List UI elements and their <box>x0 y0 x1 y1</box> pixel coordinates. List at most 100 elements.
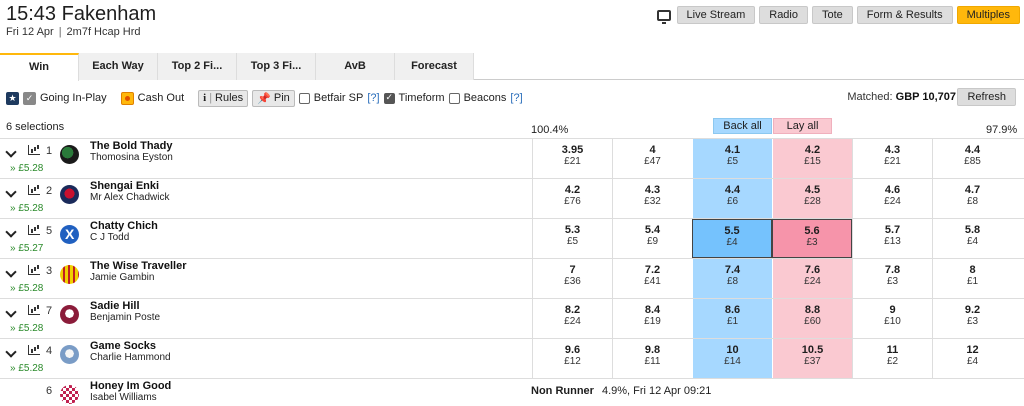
odds: 9 <box>889 304 896 316</box>
best-back-price-cell[interactable]: 8.6 £1 <box>692 299 772 338</box>
available-stake: £4 <box>726 237 738 248</box>
odds: 8.8 <box>804 304 821 316</box>
tab-forecast[interactable]: Forecast <box>395 53 474 80</box>
graph-icon[interactable] <box>28 345 40 355</box>
lay-price-3-cell[interactable]: 5.8 £4 <box>932 219 1012 258</box>
betfair-sp-checkbox[interactable] <box>298 92 310 104</box>
cash-out-label: Cash Out <box>137 92 185 104</box>
best-back-price-cell[interactable]: 10 £14 <box>692 339 772 378</box>
beacons-help-link[interactable]: [?] <box>510 92 523 104</box>
lay-price-2-cell[interactable]: 4.6 £24 <box>852 179 932 218</box>
best-lay-price-cell[interactable]: 10.5 £37 <box>772 339 852 378</box>
horse-name[interactable]: Chatty Chich <box>90 220 158 232</box>
back-price-3-cell[interactable]: 3.95 £21 <box>532 139 612 178</box>
race-date: Fri 12 Apr <box>6 26 54 38</box>
horse-name[interactable]: Sadie Hill <box>90 300 140 312</box>
odds: 10 <box>726 344 739 356</box>
horse-name[interactable]: Honey Im Good <box>90 380 172 392</box>
back-price-3-cell[interactable]: 7 £36 <box>532 259 612 298</box>
tab-avb[interactable]: AvB <box>316 53 395 80</box>
best-lay-price-cell[interactable]: 4.2 £15 <box>772 139 852 178</box>
horse-name[interactable]: Shengai Enki <box>90 180 160 192</box>
tab-top-2-finish[interactable]: Top 2 Fi... <box>158 53 237 80</box>
best-lay-price-cell[interactable]: 7.6 £24 <box>772 259 852 298</box>
back-price-2-cell[interactable]: 5.4 £9 <box>612 219 692 258</box>
graph-icon[interactable] <box>28 305 40 315</box>
back-price-2-cell[interactable]: 4 £47 <box>612 139 692 178</box>
tote-button[interactable]: Tote <box>812 6 853 24</box>
non-runner-info: 4.9%, Fri 12 Apr 09:21 <box>601 385 712 397</box>
back-all-button[interactable]: Back all <box>713 118 772 134</box>
beacons-label: Beacons <box>463 92 507 104</box>
back-price-3-cell[interactable]: 4.2 £76 <box>532 179 612 218</box>
lay-price-3-cell[interactable]: 4.4 £85 <box>932 139 1012 178</box>
lay-price-3-cell[interactable]: 12 £4 <box>932 339 1012 378</box>
lay-price-2-cell[interactable]: 5.7 £13 <box>852 219 932 258</box>
odds: 5.4 <box>644 224 661 236</box>
available-stake: £9 <box>646 236 659 247</box>
available-stake: £4 <box>966 356 979 367</box>
horse-name[interactable]: Game Socks <box>90 340 157 352</box>
cash-out-icon[interactable] <box>120 91 134 105</box>
graph-icon[interactable] <box>28 145 40 155</box>
graph-icon[interactable] <box>28 185 40 195</box>
chevron-down-icon[interactable] <box>5 186 17 198</box>
chevron-down-icon[interactable] <box>5 266 17 278</box>
runner-number: 3 <box>46 265 53 277</box>
tab-top-3-finish[interactable]: Top 3 Fi... <box>237 53 316 80</box>
chevron-down-icon[interactable] <box>5 226 17 238</box>
best-back-price-cell[interactable]: 4.4 £6 <box>692 179 772 218</box>
lay-price-2-cell[interactable]: 4.3 £21 <box>852 139 932 178</box>
tab-each-way[interactable]: Each Way <box>79 53 158 80</box>
multiples-button[interactable]: Multiples <box>956 6 1020 24</box>
graph-icon[interactable] <box>28 265 40 275</box>
refresh-button[interactable]: Refresh <box>957 88 1016 106</box>
available-stake: £13 <box>884 236 901 247</box>
pin-button[interactable]: 📌 Pin <box>252 89 295 107</box>
lay-price-3-cell[interactable]: 4.7 £8 <box>932 179 1012 218</box>
beacons-checkbox[interactable] <box>448 92 460 104</box>
lay-price-2-cell[interactable]: 7.8 £3 <box>852 259 932 298</box>
back-price-3-cell[interactable]: 8.2 £24 <box>532 299 612 338</box>
lay-price-3-cell[interactable]: 9.2 £3 <box>932 299 1012 338</box>
chevron-down-icon[interactable] <box>5 306 17 318</box>
live-stream-button[interactable]: Live Stream <box>676 6 756 24</box>
back-price-2-cell[interactable]: 7.2 £41 <box>612 259 692 298</box>
graph-icon[interactable] <box>28 225 40 235</box>
tab-win[interactable]: Win <box>0 53 79 81</box>
header-buttons: Live Stream Radio Tote Form & Results Mu… <box>656 6 1020 24</box>
back-price-3-cell[interactable]: 9.6 £12 <box>532 339 612 378</box>
star-icon[interactable]: ★ <box>6 91 19 105</box>
best-lay-price-cell[interactable]: 5.6 £3 <box>772 219 852 258</box>
back-price-2-cell[interactable]: 4.3 £32 <box>612 179 692 218</box>
betfair-sp-help-link[interactable]: [?] <box>367 92 380 104</box>
horse-name[interactable]: The Bold Thady <box>90 140 173 152</box>
timeform-checkbox[interactable] <box>383 92 395 104</box>
jockey-silk-icon <box>60 225 79 244</box>
lay-price-2-cell[interactable]: 9 £10 <box>852 299 932 338</box>
rules-button[interactable]: i | Rules <box>198 89 249 107</box>
available-stake: £24 <box>884 196 901 207</box>
chevron-down-icon[interactable] <box>5 146 17 158</box>
lay-price-3-cell[interactable]: 8 £1 <box>932 259 1012 298</box>
odds: 4.3 <box>884 144 901 156</box>
best-back-price-cell[interactable]: 7.4 £8 <box>692 259 772 298</box>
lay-price-2-cell[interactable]: 11 £2 <box>852 339 932 378</box>
best-back-price-cell[interactable]: 5.5 £4 <box>692 219 772 258</box>
back-price-2-cell[interactable]: 9.8 £11 <box>612 339 692 378</box>
chevron-down-icon[interactable] <box>5 346 17 358</box>
jockey-name: Jamie Gambin <box>90 272 155 283</box>
back-price-2-cell[interactable]: 8.4 £19 <box>612 299 692 338</box>
best-lay-price-cell[interactable]: 4.5 £28 <box>772 179 852 218</box>
lay-all-button[interactable]: Lay all <box>773 118 832 134</box>
tv-icon <box>656 9 671 24</box>
back-price-3-cell[interactable]: 5.3 £5 <box>532 219 612 258</box>
best-lay-price-cell[interactable]: 8.8 £60 <box>772 299 852 338</box>
form-results-button[interactable]: Form & Results <box>856 6 953 24</box>
jockey-silk-icon <box>60 385 79 404</box>
runner-number: 5 <box>46 225 53 237</box>
best-back-price-cell[interactable]: 4.1 £5 <box>692 139 772 178</box>
radio-button[interactable]: Radio <box>759 6 808 24</box>
horse-name[interactable]: The Wise Traveller <box>90 260 187 272</box>
pin-icon: 📌 <box>257 92 271 105</box>
